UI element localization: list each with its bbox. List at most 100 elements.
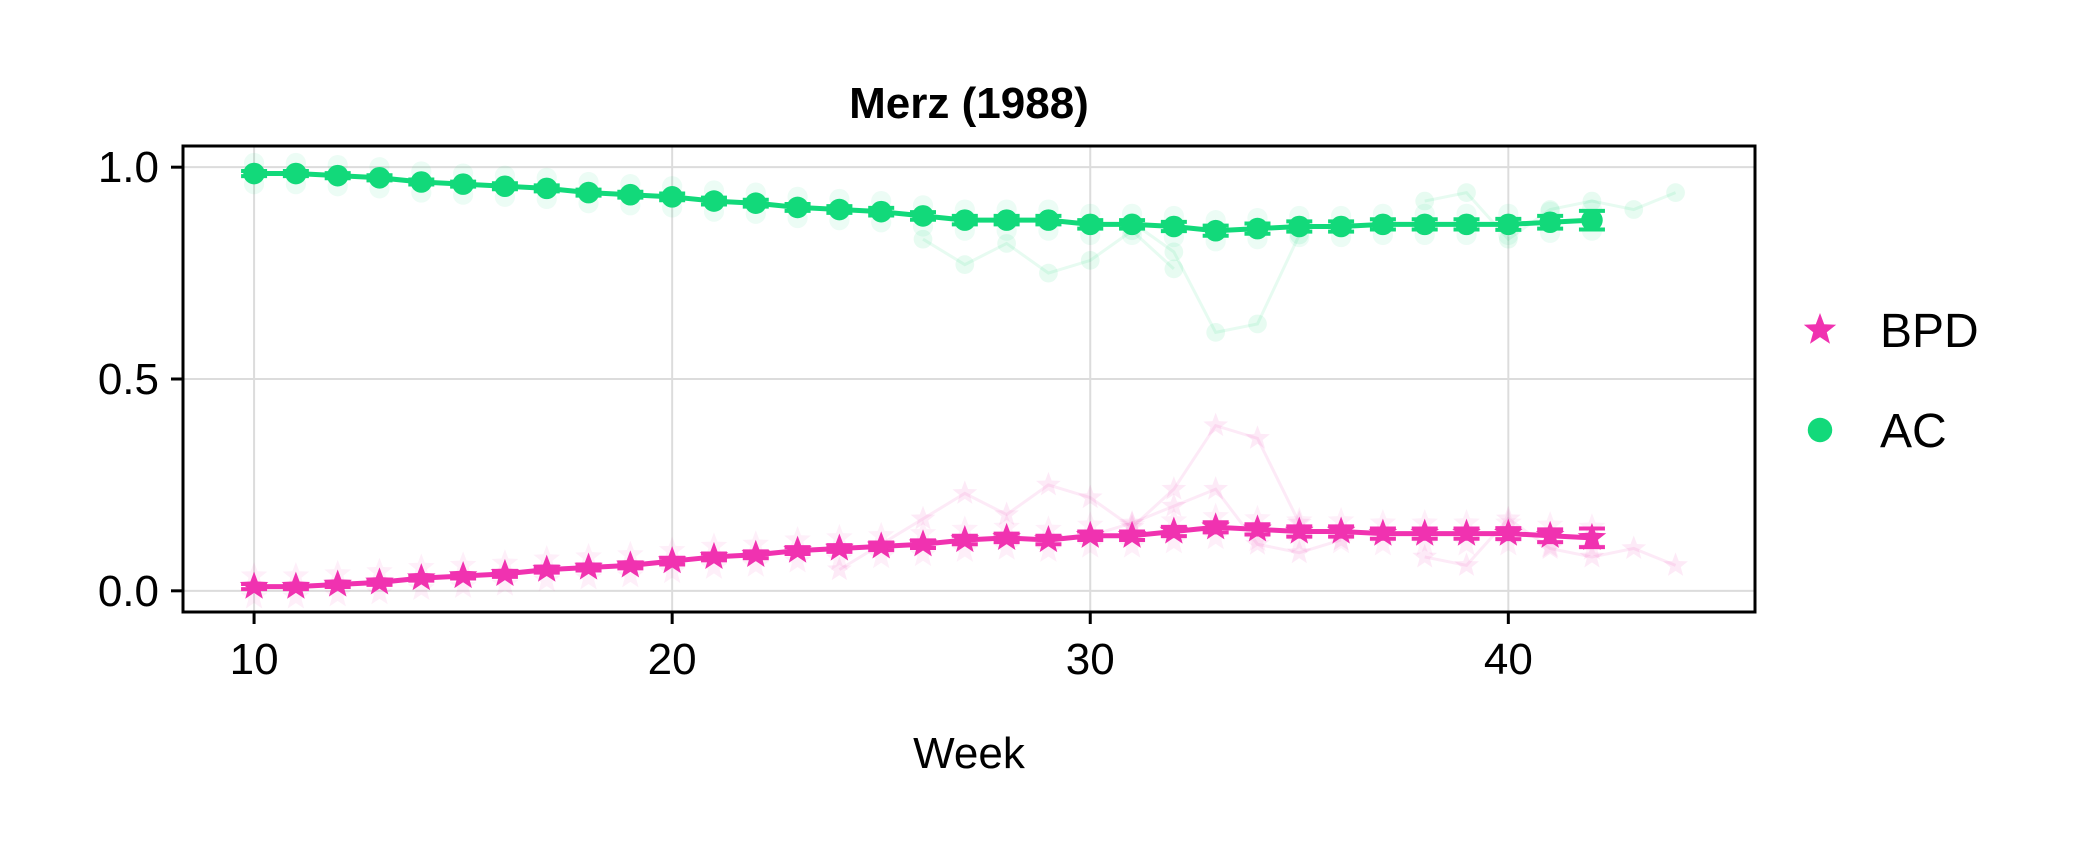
- legend: BPD AC: [1803, 305, 1979, 458]
- bpd-point: [281, 571, 311, 599]
- ac-point: [1037, 209, 1060, 231]
- ac-point: [285, 162, 307, 185]
- background-trace-point: [1457, 183, 1476, 202]
- bpd-point: [1368, 518, 1398, 546]
- background-trace-point: [1537, 535, 1563, 559]
- background-halo-point: [993, 534, 1020, 560]
- background-trace-line: [1424, 190, 1677, 242]
- background-trace-point: [1161, 493, 1187, 517]
- bpd-point: [1034, 524, 1063, 553]
- ac-point: [828, 198, 851, 221]
- ac-point: [703, 190, 725, 212]
- background-trace-point: [1666, 183, 1685, 202]
- ac-point: [1079, 213, 1102, 236]
- legend-bpd-label: BPD: [1880, 305, 1979, 358]
- bpd-point: [239, 571, 269, 599]
- x-tick-label: 20: [648, 635, 697, 684]
- bpd-point: [1159, 516, 1189, 544]
- bpd-point: [1494, 518, 1523, 546]
- background-trace-point: [827, 556, 852, 581]
- ac-point: [1581, 209, 1603, 231]
- background-trace-point: [1495, 505, 1521, 530]
- background-trace-point: [1080, 251, 1100, 270]
- background-trace-point: [910, 505, 936, 530]
- ac-point: [535, 177, 558, 200]
- ac-point: [494, 175, 516, 198]
- bpd-point: [407, 563, 436, 591]
- ac-point: [870, 200, 893, 223]
- background-trace-point: [1663, 552, 1688, 576]
- background-trace-point: [1621, 535, 1647, 559]
- ac-point: [1330, 215, 1352, 238]
- background-trace-point: [1624, 200, 1644, 219]
- background-trace-point: [913, 229, 933, 249]
- background-trace-point: [1579, 543, 1605, 568]
- background-halo-point: [491, 570, 519, 596]
- background-trace-point: [1498, 229, 1518, 249]
- legend-ac-marker: [1807, 417, 1833, 443]
- bpd-point: [448, 560, 478, 589]
- background-trace-line: [838, 423, 1301, 571]
- background-trace-point: [1077, 484, 1103, 509]
- bpd-point: [490, 558, 520, 587]
- ac-point: [786, 196, 809, 219]
- background-halo-point: [282, 583, 310, 609]
- ac-point: [954, 209, 976, 231]
- background-halo-point: [1453, 530, 1480, 556]
- background-trace-point: [1039, 263, 1058, 283]
- background-halo-point: [1160, 528, 1188, 554]
- bpd-point: [657, 546, 687, 574]
- bpd-point: [365, 567, 394, 595]
- background-halo-point: [1035, 536, 1062, 562]
- bpd-point: [783, 535, 812, 563]
- background-halo-point: [742, 551, 770, 577]
- background-trace-point: [1412, 543, 1438, 568]
- bpd-point: [699, 541, 729, 570]
- background-halo-point: [1327, 528, 1355, 554]
- background-halo-point: [1202, 523, 1229, 550]
- axes-layer: 10 20 30 40 0.0 0.5 1.0: [98, 143, 1533, 684]
- chart-title: Merz (1988): [849, 79, 1089, 128]
- background-halo-point: [700, 553, 728, 579]
- ac-point: [577, 181, 600, 204]
- bpd-point: [908, 529, 938, 557]
- bpd-point: [1117, 520, 1147, 548]
- background-trace-point: [1203, 476, 1229, 500]
- legend-bpd-marker: [1803, 313, 1837, 344]
- bpd-point: [1326, 516, 1356, 544]
- bpd-point: [866, 531, 896, 559]
- background-trace-point: [1164, 259, 1184, 279]
- bpd-point: [1535, 520, 1565, 548]
- ac-point: [1121, 213, 1143, 236]
- background-trace-point: [997, 234, 1016, 253]
- bpd-point: [825, 533, 854, 561]
- background-trace-point: [1328, 526, 1354, 551]
- background-trace-point: [994, 501, 1019, 526]
- y-tick-label: 1.0: [98, 143, 159, 192]
- bpd-point: [532, 554, 561, 582]
- ac-point: [1204, 219, 1227, 242]
- background-trace-point: [1454, 552, 1479, 576]
- background-trace-point: [1245, 425, 1270, 449]
- bpd-point: [741, 539, 771, 567]
- background-halo-point: [658, 557, 686, 584]
- ac-point: [326, 164, 349, 187]
- background-halo-point: [575, 564, 602, 590]
- background-trace-point: [1036, 471, 1061, 496]
- ac-point: [1288, 215, 1311, 238]
- background-trace-point: [952, 480, 978, 504]
- bpd-point: [1577, 522, 1607, 550]
- ac-point: [368, 166, 391, 189]
- background-trace-point: [1582, 191, 1602, 211]
- ac-point: [744, 192, 767, 214]
- background-halo-point: [617, 561, 644, 588]
- legend-ac-label: AC: [1880, 405, 1947, 458]
- bpd-point: [323, 569, 352, 597]
- background-trace-point: [1415, 191, 1435, 211]
- bpd-point: [1452, 518, 1481, 546]
- bpd-point: [1201, 512, 1230, 540]
- background-halo-point: [1076, 532, 1104, 558]
- x-tick-label: 30: [1066, 635, 1115, 684]
